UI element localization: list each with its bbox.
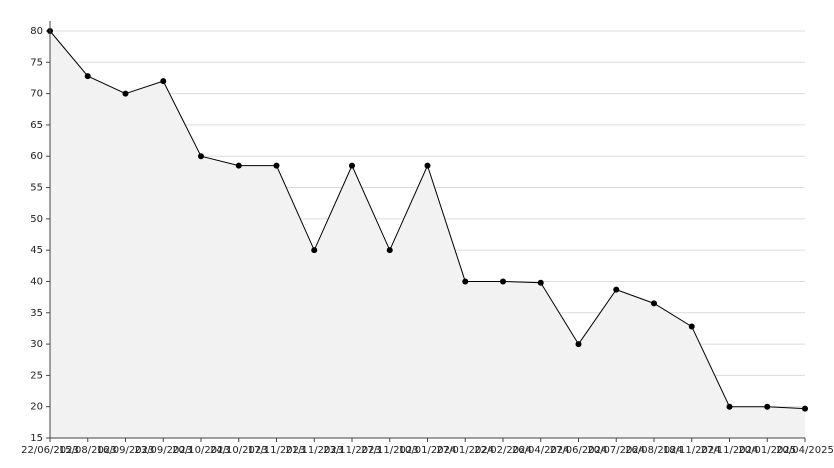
y-tick-label: 20 [30, 402, 43, 413]
x-tick-label: 27/11/2024 [701, 445, 759, 456]
point [688, 323, 695, 330]
x-tick-label: 23/11/2023 [323, 445, 381, 456]
y-tick-label: 45 [30, 245, 43, 256]
point [235, 162, 242, 169]
x-tick-label: 27/06/2024 [550, 445, 608, 456]
x-tick-label: 22/02/2024 [474, 445, 532, 456]
point [311, 247, 318, 254]
x-tick-label: 15/08/2023 [59, 445, 117, 456]
x-tick-label: 26/04/2024 [512, 445, 570, 456]
x-tick-label: 27/11/2023 [361, 445, 419, 456]
point [462, 278, 469, 285]
point [764, 403, 771, 410]
x-tick-label: 16/09/2023 [97, 445, 155, 456]
x-tick-label: 21/11/2023 [285, 445, 343, 456]
x-tick-label: 20/10/2023 [172, 445, 230, 456]
point [726, 403, 733, 410]
y-tick-label: 80 [30, 26, 43, 37]
point [651, 300, 657, 307]
point [386, 247, 393, 254]
x-tick-label: 10/01/2024 [399, 445, 457, 456]
x-tick-label: 24/10/2023 [210, 445, 268, 456]
point [160, 78, 167, 85]
x-tick-label: 22/06/2023 [21, 445, 79, 456]
point [802, 405, 808, 412]
x-tick-label: 26/08/2024 [625, 445, 683, 456]
point [575, 341, 582, 348]
area [50, 31, 805, 438]
y-tick-label: 15 [30, 433, 43, 444]
point [537, 279, 544, 286]
x-tick-label: 20/04/2025 [776, 445, 834, 456]
x-tick-label: 23/09/2023 [134, 445, 192, 456]
x-tick-label: 20/07/2024 [587, 445, 645, 456]
x-tick-label: 20/01/2025 [738, 445, 796, 456]
y-tick-label: 55 [30, 183, 43, 194]
point [424, 162, 431, 169]
y-tick-label: 50 [30, 214, 43, 225]
point [349, 162, 355, 169]
y-tick-label: 65 [30, 120, 43, 131]
y-tick-label: 25 [30, 370, 43, 381]
point [84, 73, 91, 80]
point [198, 153, 204, 160]
y-tick-label: 75 [30, 57, 43, 68]
x-tick-label: 27/01/2024 [436, 445, 494, 456]
y-tick-label: 35 [30, 308, 43, 319]
y-tick-label: 30 [30, 339, 43, 350]
x-tick-label: 17/11/2023 [248, 445, 306, 456]
y-tick-label: 70 [30, 89, 43, 100]
y-tick-label: 40 [30, 276, 43, 287]
point [613, 286, 620, 293]
point [122, 90, 129, 97]
y-tick-label: 60 [30, 151, 43, 162]
point [500, 278, 506, 285]
x-tick-label: 18/11/2024 [663, 445, 721, 456]
point [273, 162, 280, 169]
